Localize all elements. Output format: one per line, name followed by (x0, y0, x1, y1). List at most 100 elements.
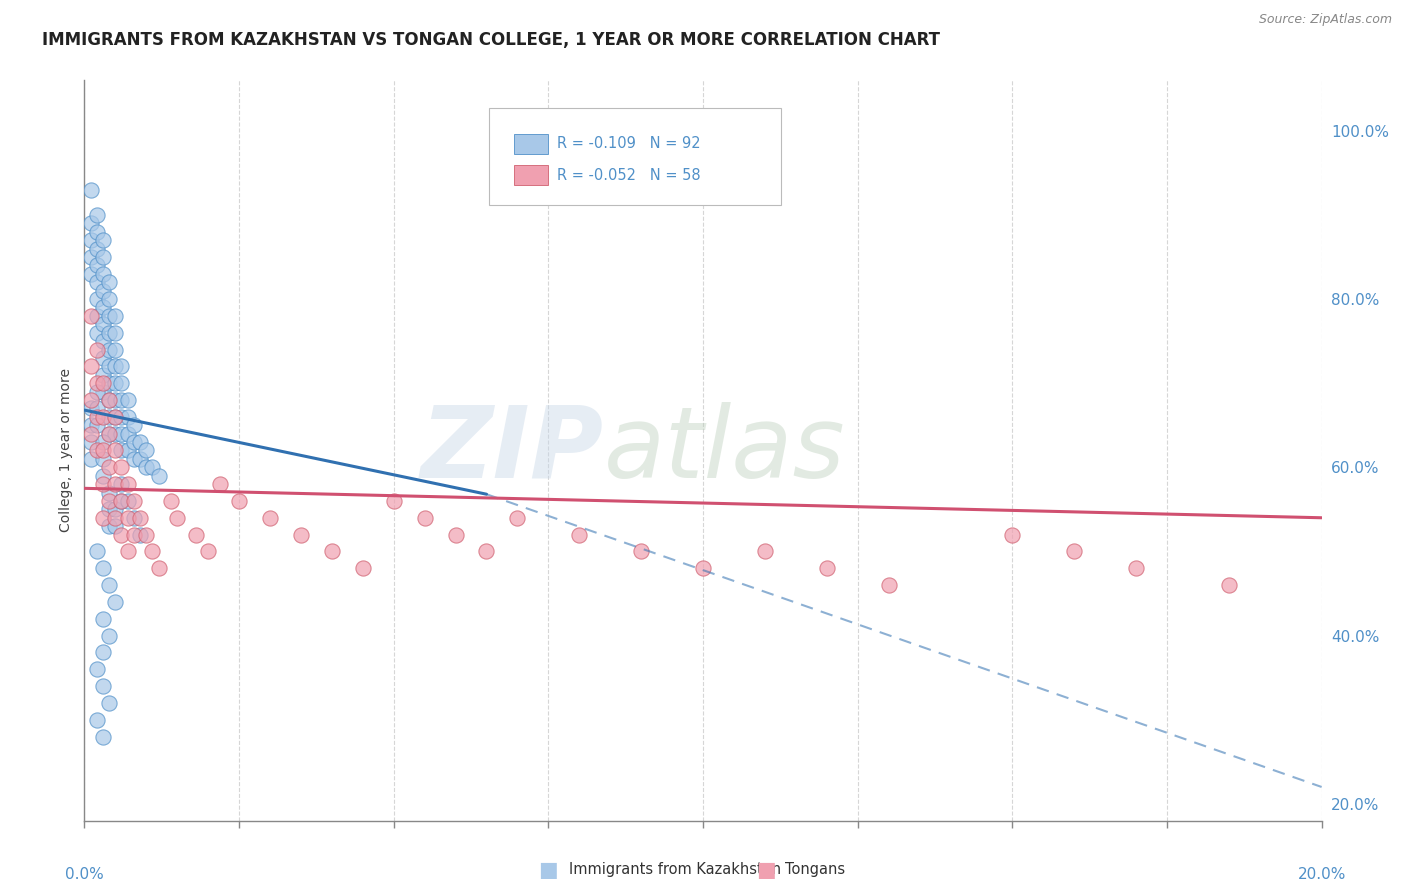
Text: 0.0%: 0.0% (65, 867, 104, 882)
Point (117, 494, 139, 508)
Point (86, 401, 108, 416)
Point (104, 510, 127, 524)
Point (86, 208, 108, 222)
Text: atlas: atlas (605, 402, 845, 499)
Point (104, 595, 127, 609)
Point (122, 494, 145, 508)
Point (86, 275, 108, 289)
Point (86, 384, 108, 399)
Point (352, 561, 374, 575)
Point (86, 242, 108, 256)
Point (228, 494, 250, 508)
FancyBboxPatch shape (513, 165, 548, 186)
Point (110, 392, 132, 407)
Text: Tongans: Tongans (785, 863, 845, 877)
Point (91, 301, 114, 315)
Point (110, 359, 132, 374)
Point (86, 376, 108, 391)
Point (98, 409, 121, 424)
Point (506, 510, 529, 524)
Point (110, 494, 132, 508)
Point (98, 326, 121, 340)
Point (91, 409, 114, 424)
Point (117, 392, 139, 407)
Point (86, 418, 108, 433)
Point (98, 292, 121, 306)
Point (104, 343, 127, 357)
Point (98, 460, 121, 475)
Point (98, 426, 121, 441)
Point (98, 628, 121, 642)
Point (692, 561, 714, 575)
Point (117, 510, 139, 524)
Text: R = -0.109   N = 92: R = -0.109 N = 92 (557, 136, 700, 152)
Point (160, 494, 183, 508)
Point (86, 309, 108, 323)
Point (259, 510, 281, 524)
Point (91, 368, 114, 382)
Point (877, 578, 900, 592)
Point (91, 233, 114, 247)
Point (91, 477, 114, 491)
Point (98, 696, 121, 710)
Point (117, 477, 139, 491)
Point (91, 451, 114, 466)
Point (135, 460, 157, 475)
Text: 20.0%: 20.0% (1298, 867, 1346, 882)
Point (1063, 544, 1085, 558)
Point (321, 544, 343, 558)
Point (98, 275, 121, 289)
Point (91, 334, 114, 348)
Point (122, 510, 145, 524)
Point (79, 359, 101, 374)
Point (110, 443, 132, 458)
Point (98, 519, 121, 533)
Point (382, 494, 405, 508)
Text: IMMIGRANTS FROM KAZAKHSTAN VS TONGAN COLLEGE, 1 YEAR OR MORE CORRELATION CHART: IMMIGRANTS FROM KAZAKHSTAN VS TONGAN COL… (42, 31, 941, 49)
Point (148, 561, 170, 575)
Point (86, 662, 108, 676)
Text: Immigrants from Kazakhstan: Immigrants from Kazakhstan (569, 863, 782, 877)
Point (475, 544, 498, 558)
Point (91, 645, 114, 659)
Point (86, 292, 108, 306)
Point (413, 510, 436, 524)
Point (122, 418, 145, 433)
Point (79, 392, 101, 407)
Text: Source: ZipAtlas.com: Source: ZipAtlas.com (1258, 13, 1392, 27)
Point (91, 318, 114, 332)
Point (91, 351, 114, 365)
Point (91, 284, 114, 298)
Point (79, 309, 101, 323)
Point (568, 527, 591, 541)
Point (98, 578, 121, 592)
Point (104, 359, 127, 374)
Point (104, 326, 127, 340)
FancyBboxPatch shape (513, 134, 548, 154)
Point (86, 343, 108, 357)
Point (1218, 578, 1240, 592)
Point (104, 376, 127, 391)
FancyBboxPatch shape (489, 108, 780, 204)
Point (129, 435, 152, 450)
Point (91, 561, 114, 575)
Point (110, 494, 132, 508)
Point (86, 259, 108, 273)
Point (79, 451, 101, 466)
Point (1125, 561, 1147, 575)
Point (104, 409, 127, 424)
Text: ZIP: ZIP (420, 402, 605, 499)
Point (79, 216, 101, 230)
Point (86, 409, 108, 424)
Text: R = -0.052   N = 58: R = -0.052 N = 58 (557, 168, 700, 183)
Point (91, 376, 114, 391)
Point (104, 519, 127, 533)
Point (148, 468, 170, 483)
Point (98, 376, 121, 391)
Text: ■: ■ (756, 860, 776, 880)
Point (129, 527, 152, 541)
Point (86, 225, 108, 239)
Point (110, 426, 132, 441)
Point (135, 527, 157, 541)
Point (86, 326, 108, 340)
